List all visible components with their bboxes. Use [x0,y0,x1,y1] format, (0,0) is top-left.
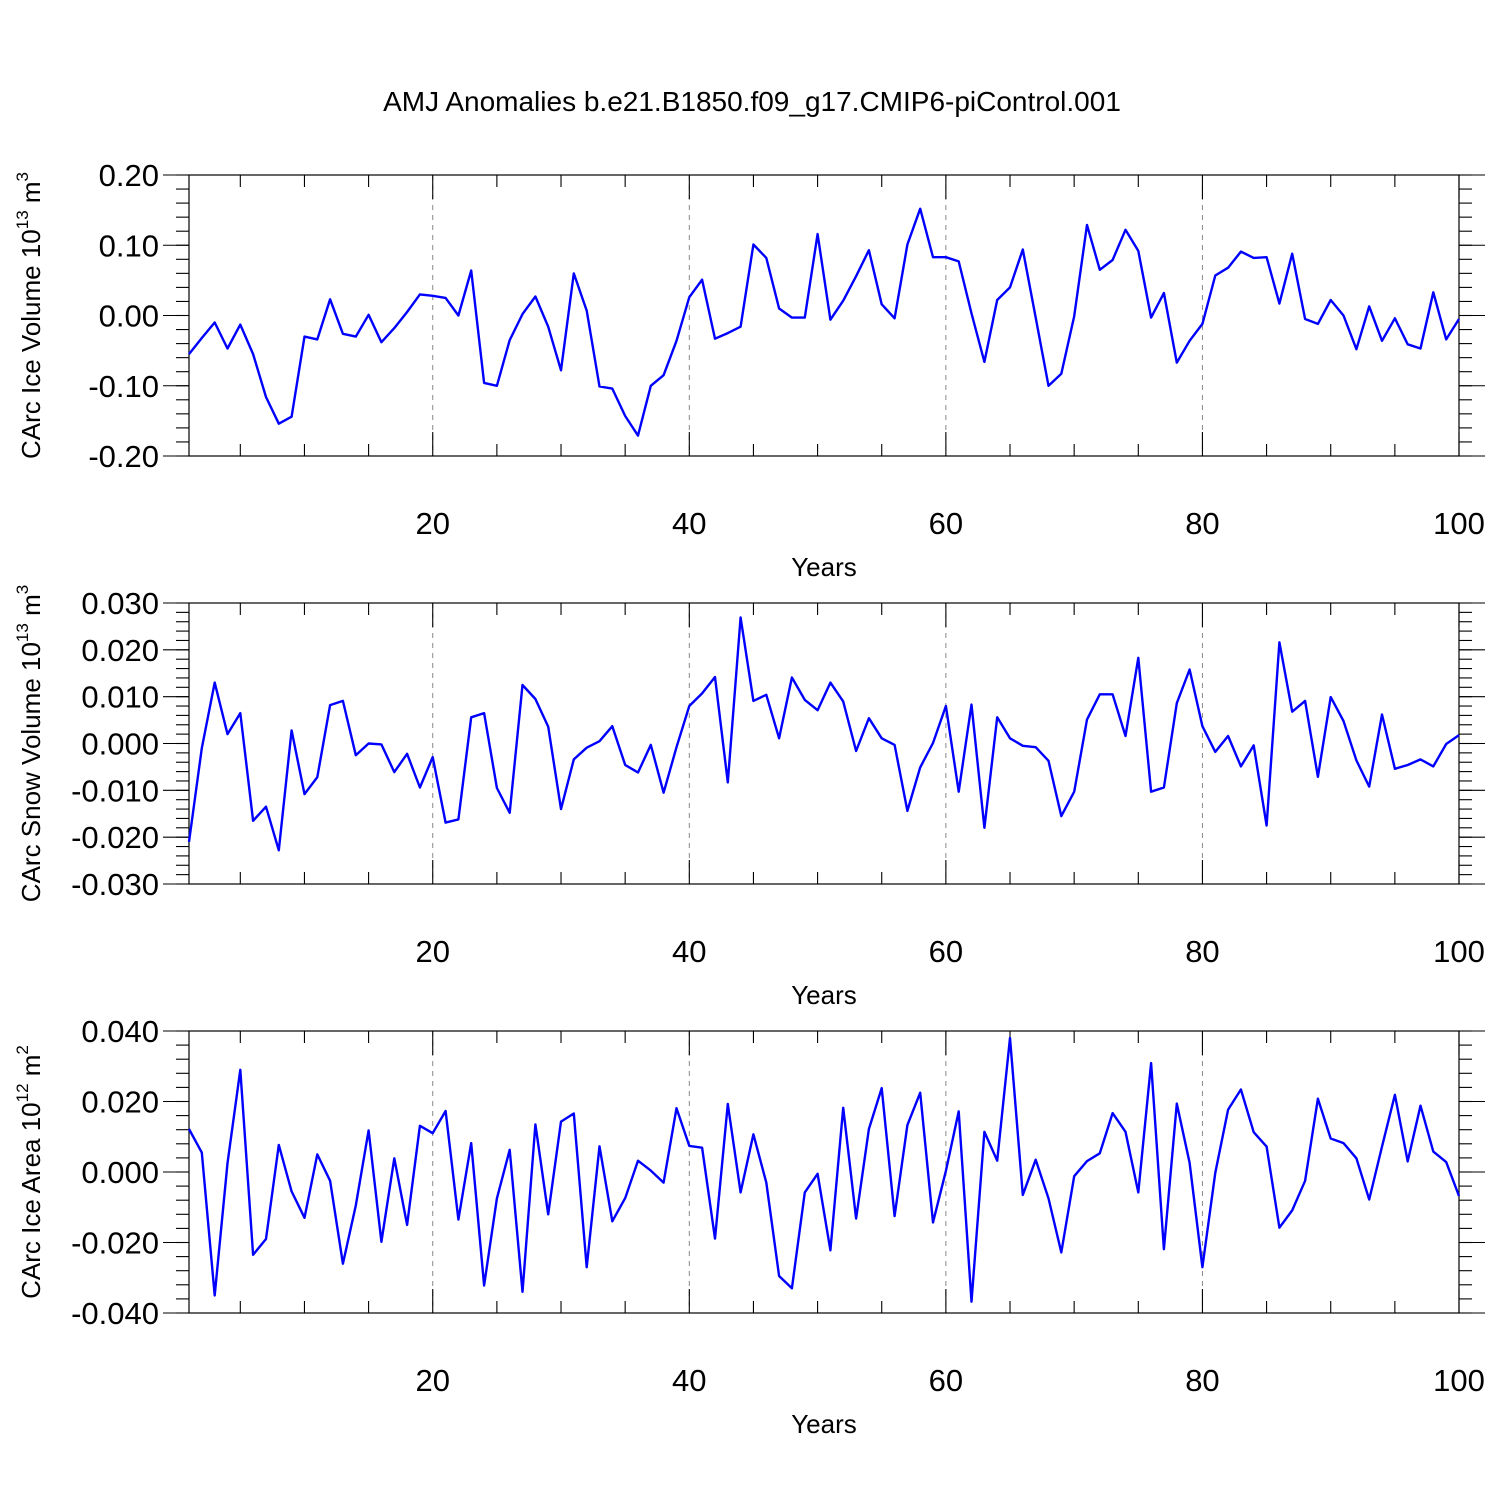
x-tick-label: 80 [1185,1363,1219,1398]
x-tick-label: 20 [415,506,449,541]
plot-frame [188,602,1460,885]
x-axis-title: Years [791,552,857,582]
series-line [188,207,1461,437]
x-tick-label: 100 [1433,506,1485,541]
x-tick-label: 80 [1185,934,1219,969]
y-tick-label: 0.040 [81,1014,159,1049]
y-tick-label: -0.040 [71,1296,159,1331]
x-tick-label: 20 [415,1363,449,1398]
y-tick-label: -0.10 [88,369,159,404]
y-tick-label: -0.20 [88,439,159,474]
x-axis-title: Years [791,980,857,1010]
y-tick-label: 0.020 [81,633,159,668]
y-tick-label: 0.010 [81,680,159,715]
y-tick-label: -0.020 [71,1226,159,1261]
y-axis-title: CArc Ice Area 1012 m2 [13,1045,46,1299]
y-axis-title: CArc Snow Volume 1013 m3 [13,585,46,902]
panel-3: 0.040 0.020 0.000 -0.020 -0.040 20 40 60 80 100 Ye… [13,1014,1485,1439]
x-tick-label: 40 [672,934,706,969]
x-tick-label: 60 [929,934,963,969]
x-tick-label: 80 [1185,506,1219,541]
y-tick-label: 0.00 [99,299,159,334]
chart-title: AMJ Anomalies b.e21.B1850.f09_g17.CMIP6-… [383,86,1121,117]
y-tick-label: 0.000 [81,1155,159,1190]
x-tick-label: 20 [415,934,449,969]
y-tick-label: 0.020 [81,1085,159,1120]
x-tick-label: 100 [1433,934,1485,969]
y-tick-label: 0.10 [99,228,159,263]
y-tick-label: -0.030 [71,867,159,902]
panel-1: 0.20 0.10 0.00 -0.10 -0.20 20 40 60 80 100 Years CA… [13,158,1485,582]
y-tick-label: 0.20 [99,158,159,193]
y-tick-label: 0.000 [81,727,159,762]
panel-2: 0.030 0.020 0.010 0.000 -0.010 -0.020 -0.030 20… [13,585,1485,1010]
y-tick-label: -0.020 [71,820,159,855]
y-tick-label: 0.030 [81,586,159,621]
x-tick-label: 40 [672,506,706,541]
x-axis-title: Years [791,1409,857,1439]
x-tick-label: 100 [1433,1363,1485,1398]
plot-frame [188,174,1460,457]
series-line [187,1036,1461,1303]
x-tick-label: 60 [929,1363,963,1398]
x-tick-label: 60 [929,506,963,541]
series-line [187,616,1460,852]
x-tick-label: 40 [672,1363,706,1398]
y-axis-title: CArc Ice Volume 1013 m3 [13,172,46,459]
plot-frame [188,1030,1460,1314]
y-tick-label: -0.010 [71,773,159,808]
